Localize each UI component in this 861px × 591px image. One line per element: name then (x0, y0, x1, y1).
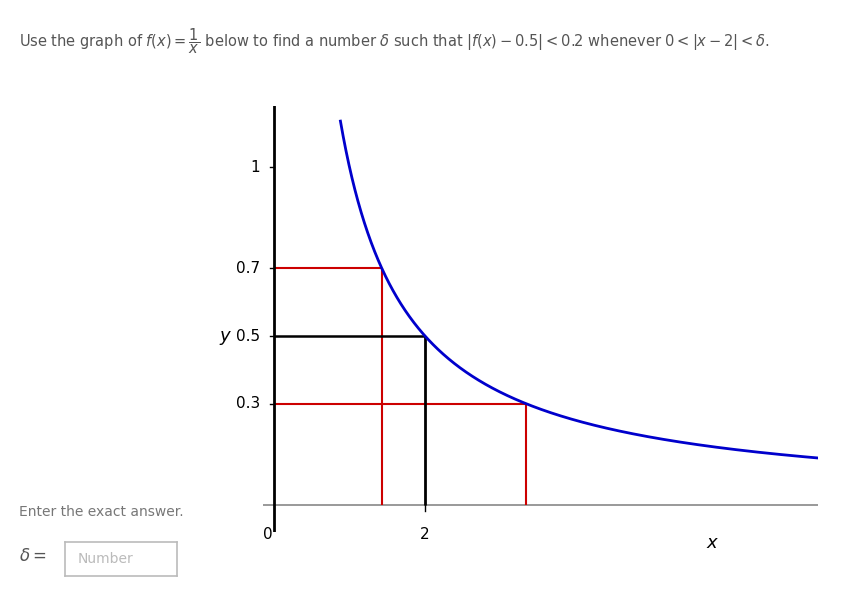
Text: y: y (220, 327, 230, 345)
Text: Number: Number (78, 552, 133, 566)
Text: Enter the exact answer.: Enter the exact answer. (19, 505, 183, 519)
Text: 0.3: 0.3 (236, 396, 260, 411)
Text: $\delta =$: $\delta =$ (19, 547, 46, 564)
Text: 0.5: 0.5 (236, 329, 260, 343)
Text: 2: 2 (420, 527, 430, 542)
Text: 1: 1 (251, 160, 260, 175)
Text: Use the graph of $f(x) = \dfrac{1}{x}$ below to find a number $\delta$ such that: Use the graph of $f(x) = \dfrac{1}{x}$ b… (19, 27, 770, 56)
Text: x: x (707, 534, 717, 551)
Text: 0.7: 0.7 (236, 261, 260, 276)
Text: 0: 0 (263, 527, 273, 542)
